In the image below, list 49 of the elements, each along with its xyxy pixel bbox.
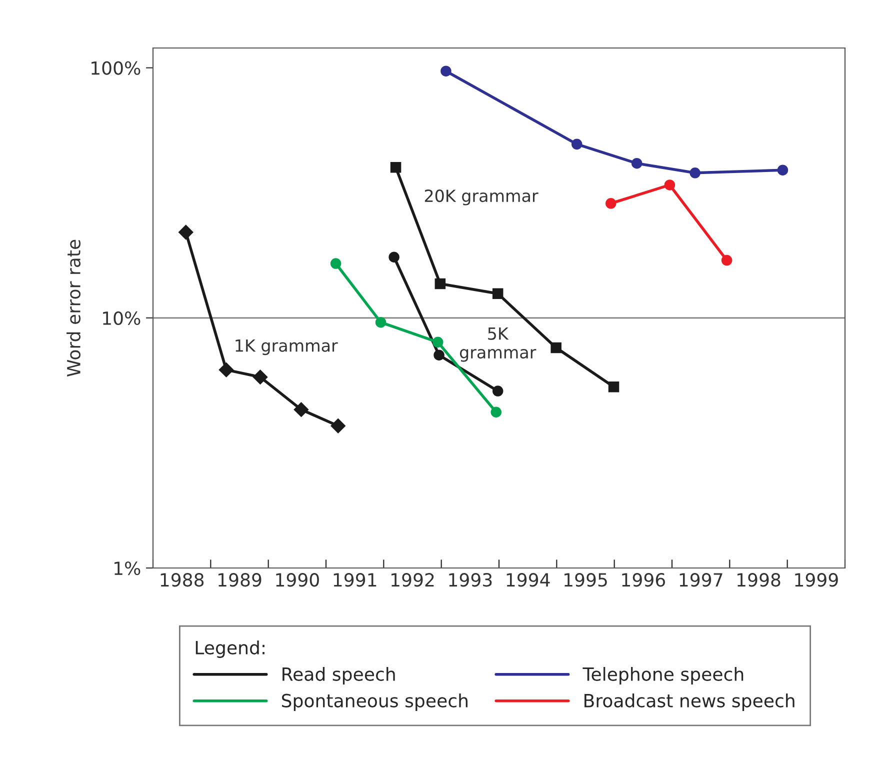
x-tick-label: 1990 xyxy=(276,573,319,587)
point xyxy=(252,370,268,384)
point xyxy=(440,66,452,76)
point xyxy=(178,224,194,240)
point xyxy=(571,138,582,150)
x-tick-label: 1999 xyxy=(795,573,838,587)
x-tick-label: 1998 xyxy=(738,573,780,587)
point xyxy=(608,381,620,392)
point xyxy=(664,180,676,190)
y-tick-label: 1% xyxy=(114,561,140,576)
legend-label: Read speech xyxy=(282,666,395,684)
point xyxy=(390,162,402,173)
x-tick-label: 1989 xyxy=(218,573,262,587)
point xyxy=(777,164,788,176)
legend-label: Broadcast news speech xyxy=(584,693,794,711)
x-tick-label: 1988 xyxy=(160,573,204,587)
point xyxy=(388,252,400,262)
point xyxy=(690,168,700,178)
point xyxy=(294,402,309,417)
point xyxy=(550,342,562,354)
annotation: 20K grammar xyxy=(424,189,538,206)
point xyxy=(330,258,342,269)
point xyxy=(492,386,504,396)
y-axis-title: Word error rate xyxy=(66,240,81,377)
y-tick-label: 100% xyxy=(92,61,140,75)
x-tick-label: 1997 xyxy=(680,573,722,587)
annotation: 1K grammar xyxy=(236,339,338,356)
point xyxy=(631,158,642,169)
x-tick-label: 1993 xyxy=(449,573,492,587)
point xyxy=(490,406,502,418)
legend-label: Telephone speech xyxy=(582,666,744,684)
x-tick-label: 1995 xyxy=(564,573,607,587)
point xyxy=(434,278,446,290)
point xyxy=(434,350,444,360)
legend-title: Legend: xyxy=(196,640,264,658)
annotation: 5K grammar xyxy=(460,328,536,362)
point xyxy=(218,362,234,378)
point xyxy=(605,198,616,209)
x-tick-label: 1994 xyxy=(506,573,550,587)
point xyxy=(432,336,444,348)
point xyxy=(375,316,386,328)
y-tick-label: 10% xyxy=(103,311,140,326)
legend-label: Spontaneous speech xyxy=(282,693,468,711)
point xyxy=(492,288,504,300)
point xyxy=(330,418,346,434)
x-tick-label: 1991 xyxy=(334,573,376,587)
x-tick-label: 1992 xyxy=(392,573,434,587)
point xyxy=(721,254,732,266)
x-tick-label: 1996 xyxy=(622,573,666,587)
